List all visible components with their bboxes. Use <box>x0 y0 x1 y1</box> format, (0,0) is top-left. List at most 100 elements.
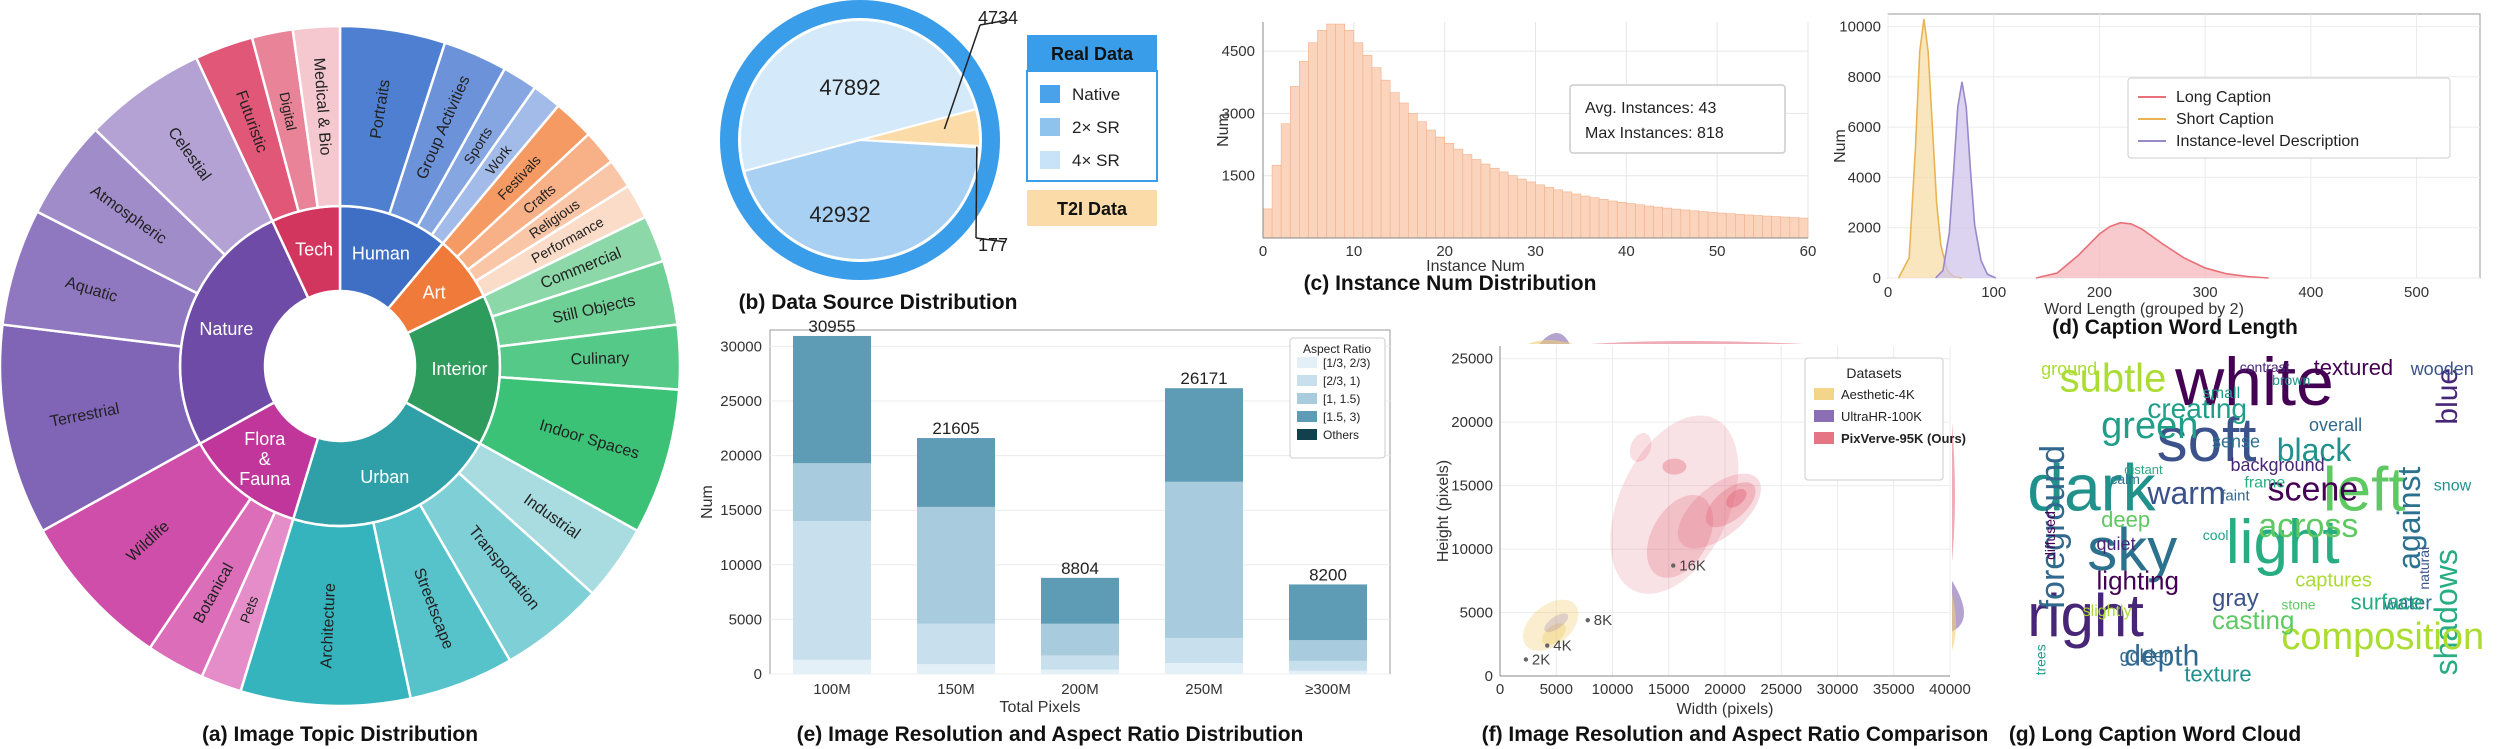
cloud-word-scene: scene <box>2267 471 2358 509</box>
outer-segment-medical-bio <box>291 24 342 209</box>
bar-segment-2-3-1 <box>1165 637 1243 664</box>
bar-total-label: 8200 <box>1309 565 1347 584</box>
histogram-bar <box>1762 215 1772 239</box>
bar-segment-1-5-3 <box>793 335 871 464</box>
ylabel-e: Num <box>699 485 716 519</box>
cloud-word-right: right <box>2027 582 2144 649</box>
cloud-word-against: against <box>2391 467 2427 570</box>
cloud-word-creating: creating <box>2147 393 2247 424</box>
legend-title-f: Datasets <box>1846 365 1901 381</box>
histogram-bar <box>1725 213 1736 239</box>
cloud-word-casting: casting <box>2212 605 2294 635</box>
xtick-f: 35000 <box>1873 681 1915 698</box>
histogram-bar <box>1308 42 1318 239</box>
topic-sunburst: Human Art Interior Urban Flora & Fauna Nature Te… <box>0 24 682 708</box>
xtick-d: 400 <box>2298 284 2323 301</box>
cloud-word-black: black <box>2277 432 2353 468</box>
histogram-bar <box>1580 195 1591 239</box>
histogram-bar <box>1798 217 1809 239</box>
ylabel-d: Num <box>1832 129 1849 163</box>
cloud-word-surface: surface <box>2351 589 2423 614</box>
legend-title-e: Aspect Ratio <box>1303 342 1371 356</box>
bar-total-label: 26171 <box>1180 369 1227 388</box>
outer-label-culinary: Culinary <box>570 350 629 369</box>
callout-value-t2i: 4734 <box>978 8 1018 28</box>
cloud-word-green: green <box>2101 405 2198 447</box>
cloud-word-left: left <box>2323 455 2406 524</box>
cloud-word-soft: soft <box>2157 406 2257 475</box>
cloud-word-ground: ground <box>2041 359 2097 379</box>
cloud-word-slightly: slightly <box>2083 603 2132 620</box>
density-pixverve-core <box>1726 488 1747 508</box>
legend-swatch-1-1-5 <box>1297 393 1317 404</box>
marker-4k <box>1545 643 1550 648</box>
histogram-bar <box>1398 102 1409 239</box>
word-length-plot: 0 2000 4000 6000 8000 10000 0 100 200 300 400 500 Wo… <box>1832 13 2481 318</box>
annotation-max: Max Instances: 818 <box>1585 125 1724 142</box>
cloud-word-golden: golden <box>2120 646 2174 666</box>
inner-label-art: Art <box>423 282 446 302</box>
cloud-word-natural: natural <box>2416 547 2432 590</box>
ytick-d: 10000 <box>1839 19 1881 36</box>
legend-box-d <box>2127 77 2451 159</box>
cloud-word-light: light <box>2226 508 2340 577</box>
cloud-word-foreground: foreground <box>2034 445 2072 609</box>
cloud-word-blue: blue <box>2431 368 2464 425</box>
xtick-f: 25000 <box>1760 681 1802 698</box>
histogram-bar <box>1653 206 1663 239</box>
area-instance-level-description <box>1935 81 1996 278</box>
xtick-c: 60 <box>1800 243 1817 260</box>
legend-label-aesthetic-4k: Aesthetic-4K <box>1841 387 1915 402</box>
ytick-f: 25000 <box>1451 351 1493 368</box>
cloud-word-snow: snow <box>2434 478 2472 495</box>
cloud-word-white: white <box>2174 344 2334 420</box>
histogram-bar <box>1716 212 1727 239</box>
density-aesthetic-4k <box>1522 599 1579 651</box>
histogram-bar <box>1389 92 1400 239</box>
area-short-caption <box>1898 19 1962 279</box>
cloud-word-background: background <box>2231 455 2325 475</box>
density-pixverve-mid <box>1646 494 1714 578</box>
cloud-word-water: water <box>2382 592 2432 614</box>
histogram-bar <box>1789 217 1800 239</box>
xtick-e: 150M <box>937 681 975 698</box>
xtick-d: 200 <box>2087 284 2112 301</box>
histogram-bar <box>1317 30 1327 239</box>
histogram-bar <box>1344 30 1355 239</box>
ytick-e: 5000 <box>729 611 762 628</box>
caption-g: (g) Long Caption Word Cloud <box>2009 723 2301 746</box>
histogram-bar <box>1426 129 1436 239</box>
histogram-bar <box>1280 123 1291 239</box>
xtick-d: 0 <box>1884 284 1892 301</box>
histogram-bar <box>1380 79 1391 239</box>
bar-segment-1-3-2-3 <box>1165 663 1243 674</box>
bar-segment-2-3-1 <box>793 521 871 660</box>
histogram-bar <box>1735 214 1745 239</box>
bar-segment-1-3-2-3 <box>1289 670 1367 674</box>
xtick-e: 100M <box>813 681 851 698</box>
ytick-f: 5000 <box>1460 605 1493 622</box>
inner-label-human: Human <box>352 244 410 264</box>
xlabel-f: Width (pixels) <box>1677 701 1774 718</box>
histogram-bar <box>1498 171 1509 239</box>
bar-segment-1-1-5 <box>917 506 995 624</box>
legend-label-2-3-1: [2/3, 1) <box>1323 374 1360 388</box>
histogram-bar <box>1371 67 1382 239</box>
histogram-bar <box>1489 167 1500 239</box>
histogram-bar <box>1689 210 1700 239</box>
histogram-bar <box>1526 181 1536 239</box>
ytick-c: 1500 <box>1222 168 1255 185</box>
bar-segment-2-3-1 <box>917 623 995 665</box>
cloud-word-contrast: contrast <box>2240 359 2290 375</box>
callout-line-t2i <box>943 24 981 130</box>
cloud-word-sky: sky <box>2087 516 2177 583</box>
legend-label-short-caption: Short Caption <box>2176 111 2274 128</box>
xtick-c: 20 <box>1436 243 1453 260</box>
cloud-word-trees: trees <box>2033 644 2049 675</box>
outer-label-architecture: Architecture <box>318 583 339 669</box>
density-pixverve-mid <box>1705 482 1756 528</box>
area-long-caption <box>2036 222 2269 278</box>
inner-label-tech: Tech <box>295 239 333 259</box>
density-pixverve-core <box>1662 458 1687 475</box>
cloud-word-composition: composition <box>2281 616 2484 658</box>
